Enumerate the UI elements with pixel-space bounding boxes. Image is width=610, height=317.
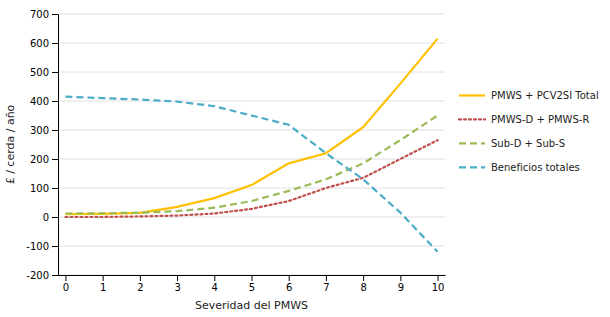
grid-line xyxy=(58,159,445,160)
grid-line xyxy=(58,246,445,247)
tick-mark xyxy=(52,130,58,131)
legend-label: Beneficios totales xyxy=(491,162,580,173)
tick: 0 xyxy=(43,212,58,223)
tick-mark xyxy=(52,275,58,276)
tick: 200 xyxy=(30,154,58,165)
grid xyxy=(58,14,445,275)
series-line xyxy=(65,97,437,252)
plot: 0 1 2 3 4 5 6 7 8 9 10 -200 -100 0 100 200 300 400 500 600 7… xyxy=(26,9,445,293)
series-line xyxy=(65,39,437,214)
tick: 8 xyxy=(360,275,366,293)
tick: 700 xyxy=(30,9,58,20)
series-line xyxy=(65,140,437,217)
tick: 1 xyxy=(100,275,106,293)
y-axis: -200 -100 0 100 200 300 400 500 600 700 xyxy=(26,9,58,281)
legend-item: Beneficios totales xyxy=(459,162,580,173)
tick-mark xyxy=(363,275,364,281)
tick-label: 400 xyxy=(30,96,49,107)
tick: 6 xyxy=(286,275,292,293)
tick-label: -200 xyxy=(26,270,49,281)
lines xyxy=(65,39,437,252)
tick-label: 600 xyxy=(30,38,49,49)
tick-label: 7 xyxy=(323,282,329,293)
legend-label: PMWS-D + PMWS-R xyxy=(491,114,589,125)
tick-label: 2 xyxy=(137,282,143,293)
tick-mark xyxy=(438,275,439,281)
legend-label: Sub-D + Sub-S xyxy=(491,138,565,149)
tick-label: 4 xyxy=(212,282,218,293)
tick-mark xyxy=(52,159,58,160)
y-axis-line xyxy=(58,15,59,276)
tick-label: 200 xyxy=(30,154,49,165)
tick-label: 300 xyxy=(30,125,49,136)
tick-label: 3 xyxy=(174,282,180,293)
grid-line xyxy=(58,43,445,44)
tick: -200 xyxy=(26,270,58,281)
legend-item: PMWS-D + PMWS-R xyxy=(459,114,589,125)
tick-mark xyxy=(177,275,178,281)
tick: 3 xyxy=(174,275,180,293)
x-axis: 0 1 2 3 4 5 6 7 8 9 10 xyxy=(59,275,446,293)
legend-item: Sub-D + Sub-S xyxy=(459,138,565,149)
grid-line xyxy=(58,188,445,189)
tick-label: 10 xyxy=(432,282,445,293)
tick-mark xyxy=(214,275,215,281)
tick-mark xyxy=(52,188,58,189)
tick-label: 500 xyxy=(30,67,49,78)
tick-label: -100 xyxy=(26,241,49,252)
legend-swatch xyxy=(459,142,485,144)
legend-swatch xyxy=(459,166,485,168)
series-line xyxy=(65,116,437,214)
tick: 100 xyxy=(30,183,58,194)
tick: 5 xyxy=(249,275,255,293)
tick-mark xyxy=(52,101,58,102)
tick-mark xyxy=(52,217,58,218)
tick-mark xyxy=(140,275,141,281)
tick-label: 0 xyxy=(63,282,69,293)
tick-mark xyxy=(289,275,290,281)
tick-mark xyxy=(52,246,58,247)
tick-mark xyxy=(52,72,58,73)
tick: 4 xyxy=(212,275,218,293)
tick-mark xyxy=(252,275,253,281)
tick-mark xyxy=(52,43,58,44)
legend: PMWS + PCV2SI Total PMWS-D + PMWS-R Sub-D … xyxy=(459,90,599,173)
grid-line xyxy=(58,130,445,131)
legend-item: PMWS + PCV2SI Total xyxy=(459,90,599,101)
legend-swatch xyxy=(459,94,485,96)
tick-mark xyxy=(65,275,66,281)
tick: 7 xyxy=(323,275,329,293)
tick-mark xyxy=(400,275,401,281)
tick-label: 100 xyxy=(30,183,49,194)
tick-label: 8 xyxy=(360,282,366,293)
tick-mark xyxy=(326,275,327,281)
grid-line xyxy=(58,14,445,15)
y-axis-title: £ / cerda / año xyxy=(4,104,17,184)
tick: 500 xyxy=(30,67,58,78)
tick-label: 5 xyxy=(249,282,255,293)
tick-mark xyxy=(52,14,58,15)
x-axis-title: Severidad del PMWS xyxy=(195,299,308,312)
tick: 0 xyxy=(63,275,69,293)
tick: 10 xyxy=(432,275,445,293)
chart: 0 1 2 3 4 5 6 7 8 9 10 -200 -100 0 100 200 300 400 500 600 7… xyxy=(0,0,610,317)
tick: 9 xyxy=(398,275,404,293)
legend-label: PMWS + PCV2SI Total xyxy=(491,90,599,101)
tick: 300 xyxy=(30,125,58,136)
tick-label: 9 xyxy=(398,282,404,293)
tick: 2 xyxy=(137,275,143,293)
tick-label: 1 xyxy=(100,282,106,293)
tick: 400 xyxy=(30,96,58,107)
tick-label: 700 xyxy=(30,9,49,20)
tick: -100 xyxy=(26,241,58,252)
tick-label: 0 xyxy=(43,212,49,223)
tick-mark xyxy=(103,275,104,281)
tick-label: 6 xyxy=(286,282,292,293)
grid-line xyxy=(58,72,445,73)
tick: 600 xyxy=(30,38,58,49)
legend-swatch xyxy=(459,118,485,120)
